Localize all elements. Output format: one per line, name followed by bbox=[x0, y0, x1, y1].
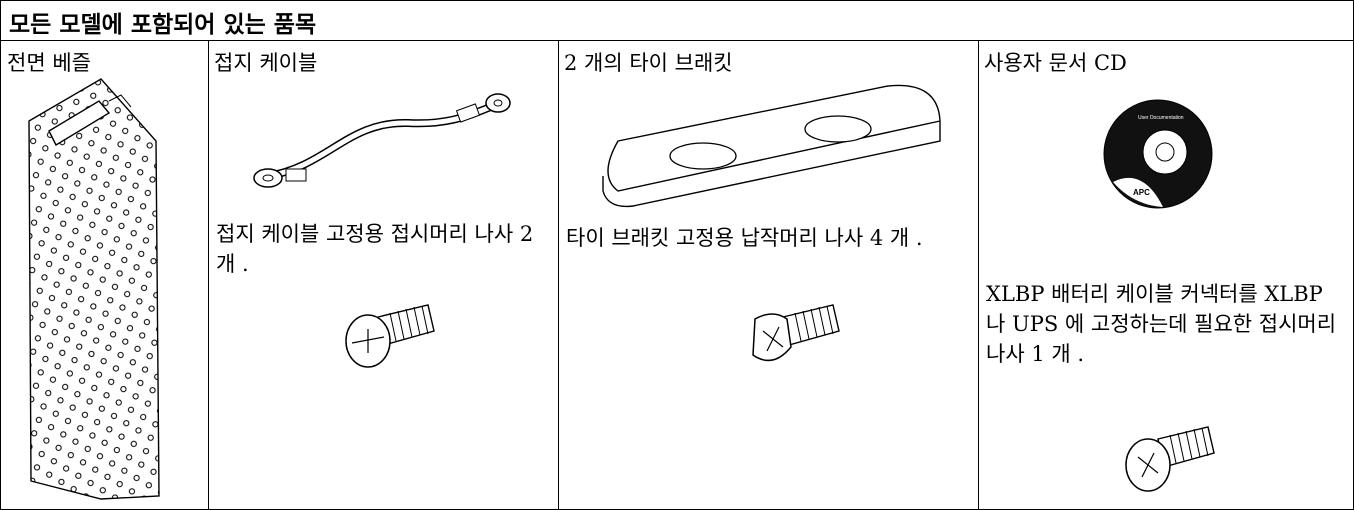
screw-illustration bbox=[752, 304, 840, 362]
bezel-illustration bbox=[28, 78, 160, 500]
item-description: 접지 케이블 고정용 접시머리 나사 2 개 . bbox=[216, 222, 534, 276]
column: 전면 베즐 bbox=[1, 41, 209, 509]
bracket-illustration bbox=[602, 84, 941, 208]
column: 사용자 문서 CD User Documentation APC XLBP 배터… bbox=[978, 41, 1353, 509]
cd-illustration: User Documentation APC bbox=[1103, 99, 1213, 209]
table-title: 모든 모델에 포함되어 있는 품목 bbox=[1, 1, 1353, 41]
cd-label: User Documentation bbox=[1138, 115, 1184, 121]
column-heading: 전면 베즐 bbox=[7, 51, 91, 75]
item-description: 타이 브래킷 고정용 납작머리 나사 4 개 . bbox=[566, 226, 923, 250]
column-heading: 사용자 문서 CD bbox=[984, 51, 1127, 75]
cable-illustration bbox=[253, 93, 511, 188]
cd-brand: APC bbox=[1133, 188, 1150, 197]
column: 접지 케이블 접지 케이블 고정용 접시머리 나사 2 개 . bbox=[208, 41, 559, 509]
item-description: XLBP 배터리 케이블 커넥터를 XLBP 나 UPS 에 고정하는데 필요한… bbox=[986, 282, 1337, 366]
column-heading: 접지 케이블 bbox=[214, 51, 318, 75]
screw-illustration bbox=[345, 304, 435, 368]
screw-illustration bbox=[1125, 426, 1215, 492]
column-heading: 2 개의 타이 브래킷 bbox=[564, 51, 733, 75]
column: 2 개의 타이 브래킷 타이 브래킷 고정용 납작머리 나사 4 개 . bbox=[558, 41, 979, 509]
